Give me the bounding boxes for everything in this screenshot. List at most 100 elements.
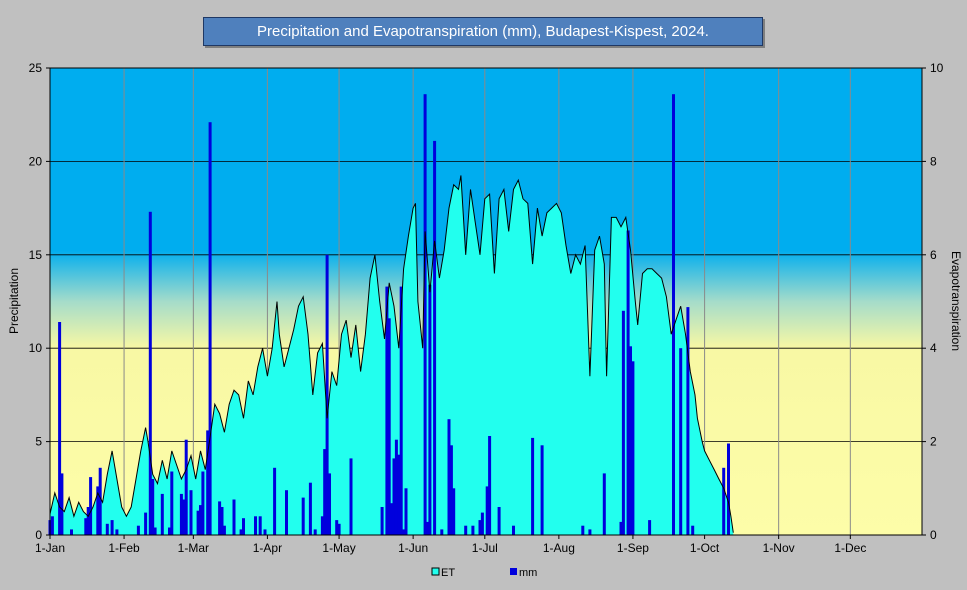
- y-axis-left-title: Precipitation: [7, 268, 21, 334]
- precip-bar: [263, 529, 267, 535]
- precip-bar: [440, 529, 444, 535]
- precip-bar: [397, 454, 401, 535]
- x-axis-ticks: 1-Jan 1-Feb 1-Mar 1-Apr 1-May 1-Jun 1-Jul 1-Aug…: [35, 535, 866, 555]
- precip-bar: [273, 467, 277, 535]
- precip-bar: [426, 521, 429, 535]
- left-tick-label: 10: [29, 341, 43, 355]
- precip-bar: [485, 486, 489, 535]
- precip-bar: [160, 493, 164, 535]
- y-axis-right-title: Evapotranspiration: [949, 251, 963, 351]
- legend: ET mm: [431, 567, 537, 579]
- et-line: [49, 175, 734, 533]
- precip-bar: [404, 488, 408, 535]
- precip-bar: [428, 284, 432, 535]
- left-axis-ticks: 0 5 10 15 20 25: [29, 61, 50, 542]
- precip-bar: [98, 467, 102, 535]
- precip-bar: [50, 516, 54, 535]
- legend-mm-label: mm: [519, 567, 537, 579]
- precip-bar: [84, 518, 88, 535]
- precip-bar: [206, 430, 210, 535]
- precip-bar: [115, 529, 119, 535]
- precip-bar: [239, 529, 243, 535]
- precip-bar: [621, 310, 625, 535]
- precip-bar: [679, 348, 683, 535]
- left-tick-label: 5: [35, 435, 42, 449]
- left-tick-label: 20: [29, 154, 43, 168]
- x-tick-label: 1-Oct: [690, 541, 720, 555]
- x-tick-label: 1-Jun: [398, 541, 428, 555]
- right-tick-label: 0: [930, 528, 937, 542]
- precip-bar: [631, 361, 635, 535]
- right-axis-ticks: 0 2 4 6 8 10: [922, 61, 944, 542]
- precip-bar: [153, 527, 157, 535]
- precip-bar: [464, 525, 468, 535]
- precip-bar: [301, 497, 305, 535]
- right-tick-label: 6: [930, 248, 937, 262]
- precip-bar: [629, 346, 632, 535]
- chart-title: Precipitation and Evapotranspiration (mm…: [203, 17, 763, 46]
- precip-bar: [399, 286, 403, 535]
- precip-bar: [452, 488, 456, 535]
- precip-bar: [220, 507, 224, 535]
- precip-bar: [449, 445, 453, 535]
- left-tick-label: 15: [29, 248, 43, 262]
- precip-bar: [497, 507, 501, 535]
- legend-et-label: ET: [441, 567, 455, 579]
- precip-bar: [170, 471, 174, 535]
- precip-bar: [387, 318, 391, 535]
- precip-bar: [96, 486, 100, 535]
- precip-bar: [242, 518, 245, 535]
- precip-bar: [335, 520, 339, 535]
- precip-bar: [433, 140, 437, 535]
- precip-bar: [480, 512, 484, 535]
- precip-bar: [70, 529, 73, 535]
- precip-bar: [110, 520, 114, 535]
- precip-bar: [313, 529, 317, 535]
- precip-bar: [478, 520, 482, 535]
- left-tick-label: 0: [35, 528, 42, 542]
- precip-bar: [686, 307, 690, 535]
- right-tick-label: 2: [930, 435, 937, 449]
- precip-bar: [208, 122, 212, 535]
- precip-bar: [727, 443, 730, 535]
- x-tick-label: 1-Mar: [178, 541, 209, 555]
- et-area: [50, 175, 734, 535]
- precip-bar: [581, 525, 585, 535]
- precip-bar: [151, 479, 155, 535]
- precip-bar: [337, 523, 341, 535]
- precip-bar: [222, 525, 226, 535]
- precip-bar: [648, 520, 652, 535]
- precip-bar: [722, 467, 726, 535]
- precip-bar: [184, 439, 188, 535]
- precip-bar: [105, 523, 109, 535]
- legend-et-swatch: [431, 567, 440, 576]
- precip-bar: [385, 286, 389, 535]
- precip-bar: [136, 525, 140, 535]
- precip-bar: [232, 499, 236, 535]
- x-tick-label: 1-Dec: [834, 541, 866, 555]
- precip-bar: [168, 527, 171, 535]
- precip-bar: [325, 254, 329, 536]
- left-tick-label: 25: [29, 61, 43, 75]
- right-tick-label: 10: [930, 61, 944, 75]
- precip-bar: [58, 322, 62, 535]
- precip-bar: [308, 482, 312, 535]
- precip-bar: [619, 521, 623, 535]
- precip-bar: [691, 525, 695, 535]
- precip-bar: [144, 512, 148, 535]
- precip-bar: [199, 505, 202, 535]
- legend-mm-swatch: [510, 568, 517, 575]
- precip-bar: [320, 516, 324, 535]
- precip-bar: [196, 510, 200, 535]
- precip-bar: [179, 493, 183, 535]
- precip-bar: [148, 211, 152, 536]
- precip-bar: [390, 503, 394, 535]
- precip-bar: [447, 419, 451, 535]
- precip-bar: [328, 473, 331, 535]
- right-tick-label: 8: [930, 154, 937, 168]
- x-tick-label: 1-Jul: [472, 541, 498, 555]
- x-tick-label: 1-May: [322, 541, 355, 555]
- x-tick-label: 1-Nov: [763, 541, 795, 555]
- x-tick-label: 1-Sep: [617, 541, 649, 555]
